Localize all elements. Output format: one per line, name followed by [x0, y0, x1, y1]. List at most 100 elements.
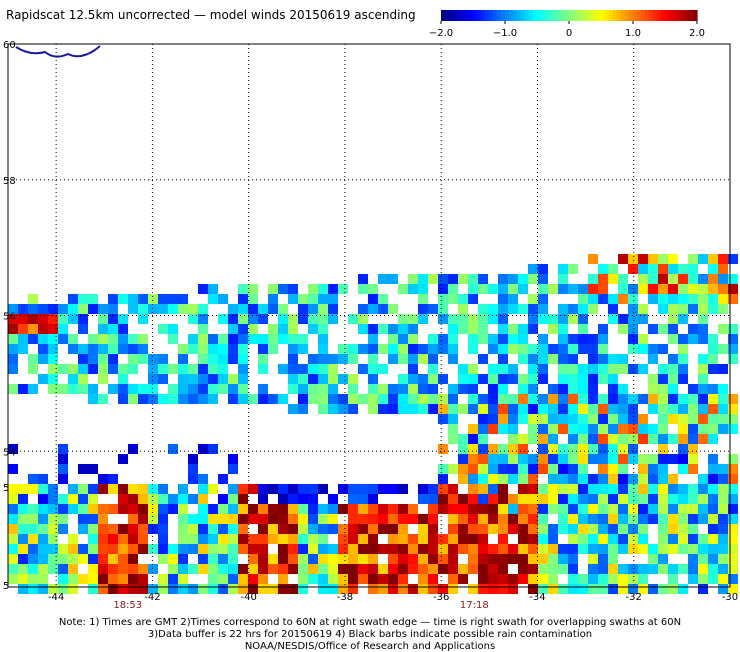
- wind-cell: [318, 294, 328, 304]
- wind-cell: [308, 284, 318, 294]
- wind-cell: [548, 384, 558, 394]
- wind-cell: [258, 364, 268, 374]
- wind-cell: [398, 564, 408, 574]
- latitude-tick-label: 60: [3, 40, 16, 51]
- wind-cell: [298, 584, 308, 594]
- wind-cell: [658, 374, 668, 384]
- wind-cell: [118, 544, 128, 554]
- wind-cell: [268, 324, 278, 334]
- wind-cell: [38, 544, 48, 554]
- wind-cell: [328, 504, 338, 514]
- wind-cell: [478, 424, 488, 434]
- wind-cell: [558, 324, 568, 334]
- wind-cell: [38, 354, 48, 364]
- wind-cell: [38, 494, 48, 504]
- wind-cell: [618, 354, 628, 364]
- wind-cell: [338, 484, 348, 494]
- wind-cell: [558, 544, 568, 554]
- wind-cell: [608, 564, 618, 574]
- wind-cell: [518, 534, 528, 544]
- wind-cell: [38, 534, 48, 544]
- wind-cell: [108, 544, 118, 554]
- wind-cell: [198, 344, 208, 354]
- wind-cell: [668, 334, 678, 344]
- wind-cell: [408, 314, 418, 324]
- wind-cell: [728, 324, 738, 334]
- wind-cell: [688, 524, 698, 534]
- wind-cell: [588, 394, 598, 404]
- wind-cell: [608, 524, 618, 534]
- wind-cell: [448, 354, 458, 364]
- wind-cell: [368, 294, 378, 304]
- wind-cell: [198, 444, 208, 454]
- wind-cell: [548, 464, 558, 474]
- wind-cell: [78, 524, 88, 534]
- wind-cell: [418, 524, 428, 534]
- wind-cell: [288, 364, 298, 374]
- wind-cell: [118, 494, 128, 504]
- wind-cell: [218, 574, 228, 584]
- wind-cell: [488, 444, 498, 454]
- wind-cell: [378, 524, 388, 534]
- wind-cell: [608, 304, 618, 314]
- wind-cell: [298, 524, 308, 534]
- wind-cell: [18, 484, 28, 494]
- colorbar-segment: [473, 10, 478, 21]
- wind-cell: [468, 524, 478, 534]
- wind-cell: [368, 584, 378, 594]
- wind-cell: [728, 584, 738, 594]
- wind-cell: [228, 314, 238, 324]
- wind-cell: [468, 424, 478, 434]
- wind-cell: [678, 284, 688, 294]
- wind-cell: [528, 294, 538, 304]
- wind-cell: [218, 374, 228, 384]
- wind-cell: [598, 274, 608, 284]
- wind-cell: [548, 444, 558, 454]
- wind-cell: [698, 424, 708, 434]
- wind-cell: [438, 314, 448, 324]
- wind-cell: [218, 504, 228, 514]
- wind-cell: [498, 574, 508, 584]
- wind-cell: [558, 264, 568, 274]
- wind-cell: [378, 504, 388, 514]
- wind-cell: [178, 584, 188, 594]
- wind-cell: [218, 364, 228, 374]
- wind-cell: [538, 514, 548, 524]
- wind-cell: [548, 544, 558, 554]
- wind-cell: [618, 364, 628, 374]
- wind-cell: [638, 414, 648, 424]
- wind-cell: [178, 364, 188, 374]
- wind-cell: [38, 334, 48, 344]
- wind-cell: [698, 394, 708, 404]
- wind-cell: [658, 504, 668, 514]
- wind-cell: [478, 354, 488, 364]
- wind-cell: [288, 344, 298, 354]
- wind-cell: [428, 584, 438, 594]
- colorbar-segment: [489, 10, 494, 21]
- wind-cell: [548, 454, 558, 464]
- colorbar-segment: [693, 10, 698, 21]
- wind-cell: [508, 374, 518, 384]
- wind-cell: [38, 564, 48, 574]
- wind-cell: [668, 284, 678, 294]
- wind-cell: [388, 334, 398, 344]
- wind-cell: [168, 444, 178, 454]
- wind-cell: [628, 344, 638, 354]
- wind-cell: [98, 474, 108, 484]
- wind-cell: [458, 374, 468, 384]
- wind-cell: [328, 314, 338, 324]
- wind-cell: [558, 474, 568, 484]
- colorbar-segment: [605, 10, 610, 21]
- colorbar-segment: [681, 10, 686, 21]
- wind-cell: [188, 524, 198, 534]
- wind-cell: [638, 424, 648, 434]
- wind-cell: [408, 584, 418, 594]
- wind-cell: [398, 344, 408, 354]
- wind-cell: [398, 334, 408, 344]
- wind-cell: [728, 574, 738, 584]
- wind-cell: [388, 274, 398, 284]
- wind-cell: [48, 354, 58, 364]
- wind-cell: [448, 284, 458, 294]
- wind-cell: [618, 464, 628, 474]
- longitude-tick-label: -34: [529, 592, 545, 603]
